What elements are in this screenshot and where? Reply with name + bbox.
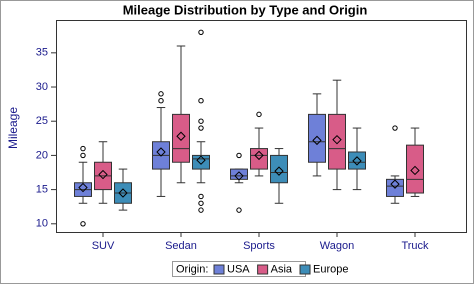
mean-marker <box>176 131 186 141</box>
box <box>230 168 248 180</box>
outlier <box>80 145 86 152</box>
legend-label: Europe <box>313 263 348 275</box>
mean-marker <box>98 169 108 180</box>
box <box>270 154 288 184</box>
box <box>308 113 326 163</box>
mean-marker <box>332 134 342 145</box>
outlier <box>198 29 204 36</box>
mean-marker <box>156 147 166 157</box>
box <box>348 151 366 170</box>
legend-swatch <box>257 264 269 275</box>
plot-frame <box>56 20 467 233</box>
y-tick-label: 25 <box>36 115 48 127</box>
y-tick-label: 30 <box>36 81 48 93</box>
mean-marker <box>234 171 244 181</box>
legend-swatch <box>299 264 311 275</box>
x-tick-label: Sports <box>243 240 275 252</box>
mean-marker <box>410 165 420 176</box>
outlier <box>158 91 164 97</box>
box <box>406 144 424 194</box>
mean-marker <box>196 155 206 165</box>
outlier <box>80 152 86 159</box>
x-tick-label: Truck <box>401 240 429 252</box>
legend-label: USA <box>227 263 250 275</box>
mean-marker <box>78 182 88 193</box>
mean-marker <box>390 179 400 189</box>
chart-title: Mileage Distribution by Type and Origin <box>123 2 368 17</box>
outlier <box>80 221 86 227</box>
outlier <box>198 200 204 206</box>
y-tick-label: 20 <box>36 149 48 161</box>
mean-marker <box>274 166 284 176</box>
mean-marker <box>312 135 322 146</box>
outlier <box>198 125 204 131</box>
y-axis-label: Mileage <box>6 107 20 149</box>
x-tick-label: Wagon <box>320 240 354 252</box>
box <box>172 113 190 163</box>
legend-label: Asia <box>271 263 293 275</box>
box <box>192 154 210 170</box>
outlier <box>158 97 164 104</box>
box <box>328 113 346 170</box>
outlier <box>198 207 204 213</box>
legend-swatch <box>213 264 225 275</box>
mean-marker <box>118 188 128 198</box>
y-tick-label: 35 <box>36 47 48 59</box>
outlier <box>198 193 204 200</box>
legend-title: Origin: <box>176 263 208 275</box>
mean-marker <box>254 150 264 161</box>
outlier <box>392 125 398 131</box>
mean-marker <box>352 156 362 166</box>
x-tick-label: SUV <box>92 240 115 252</box>
y-tick-label: 15 <box>36 184 48 196</box>
outlier <box>236 152 242 159</box>
outlier <box>256 111 262 118</box>
y-tick-label: 10 <box>36 218 48 230</box>
x-tick-label: Sedan <box>165 240 197 252</box>
outlier <box>198 118 204 124</box>
outlier <box>198 97 204 104</box>
outlier <box>236 207 242 213</box>
